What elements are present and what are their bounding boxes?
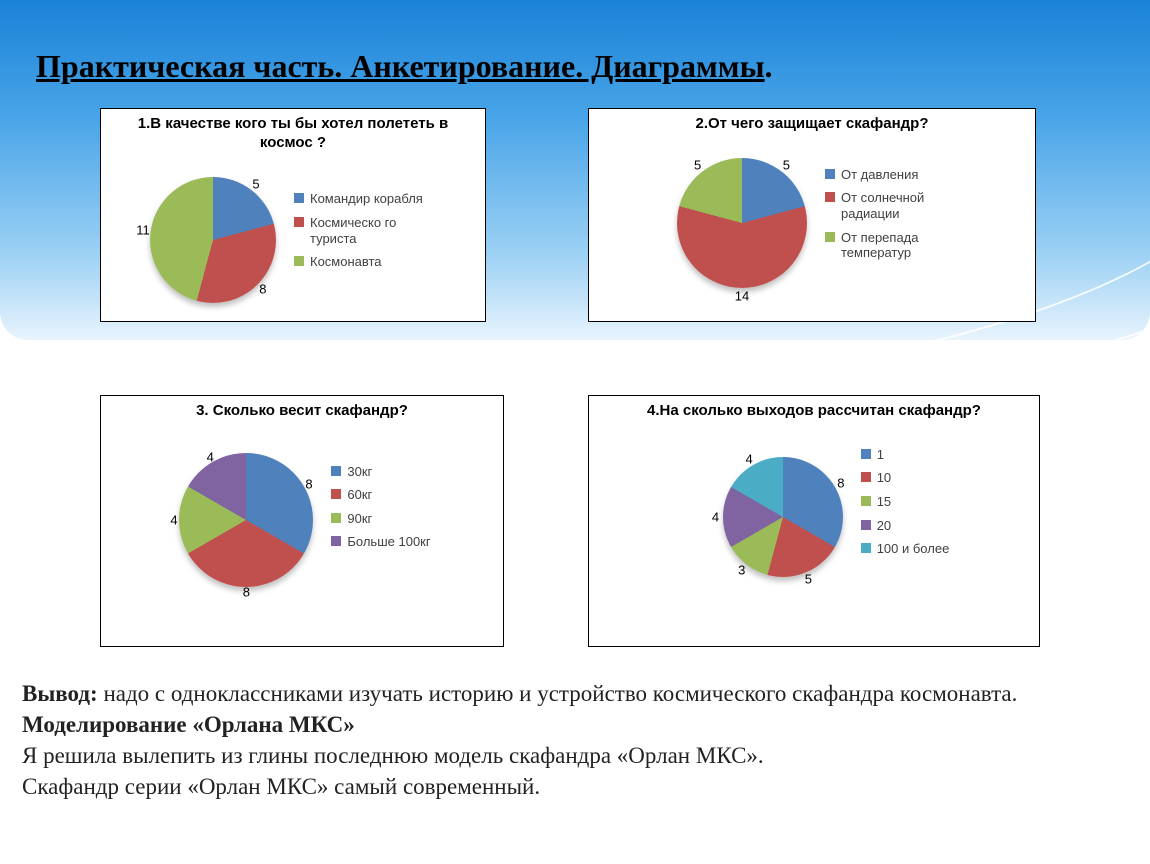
legend-swatch [825, 232, 835, 242]
legend-swatch [331, 466, 341, 476]
legend-item: 60кг [331, 487, 430, 503]
conclusion-text: надо с одноклассниками изучать историю и… [98, 681, 1018, 706]
chart-body: 5145 От давления От солнечной радиации От п… [589, 136, 1035, 298]
legend-label: От солнечной радиации [841, 190, 975, 221]
pie-value-label: 14 [735, 288, 749, 303]
pie-wrap: 5811 [150, 177, 276, 303]
chart-box: 3. Сколько весит скафандр? 8 8 4 4 30кг 60кг 90… [100, 395, 504, 647]
chart-body: 5 8 11 Командир корабля Космическо го турист… [101, 155, 485, 313]
legend: 30кг 60кг 90кг Больше 100кг [331, 464, 430, 550]
pie-wrap: 5145 [677, 158, 807, 288]
legend-item: 30кг [331, 464, 430, 480]
pie-value-label: 4 [745, 451, 752, 466]
legend-label: 30кг [347, 464, 372, 480]
conclusion-label: Вывод: [22, 681, 98, 706]
legend-item: 10 [861, 470, 950, 486]
chart-body: 853441101520100 и более [589, 423, 1039, 587]
legend-item: От солнечной радиации [825, 190, 975, 221]
legend-label: 100 и более [877, 541, 950, 557]
legend-label: 15 [877, 494, 891, 510]
legend-label: 1 [877, 447, 884, 463]
legend-swatch [294, 256, 304, 266]
pie-value-label: 5 [783, 157, 790, 172]
legend-label: Космонавта [310, 254, 382, 270]
pie-value-label: 8 [259, 282, 266, 297]
chart-title: 2.От чего защищает скафандр? [589, 109, 1035, 136]
legend-label: Космическо го туриста [310, 215, 444, 246]
legend-label: От перепада температур [841, 230, 975, 261]
legend-item: От давления [825, 167, 975, 183]
pie-value-label: 3 [738, 563, 745, 578]
legend-swatch [331, 513, 341, 523]
legend-item: Командир корабля [294, 191, 444, 207]
pie-value-label: 5 [694, 157, 701, 172]
pie-value-label: 5 [805, 571, 812, 586]
pie-chart [150, 177, 276, 303]
pie-value-label: 5 [252, 176, 259, 191]
conclusion-line3: Я решила вылепить из глины последнюю мод… [22, 740, 1128, 771]
chart-body: 8 8 4 4 30кг 60кг 90кг Больше 100кг [101, 423, 503, 597]
pie-value-label: 8 [243, 585, 250, 600]
modeling-heading: Моделирование «Орлана МКС» [22, 712, 355, 737]
legend-swatch [861, 543, 871, 553]
pie-value-label: 8 [837, 476, 844, 491]
pie-value-label: 4 [207, 450, 214, 465]
legend-swatch [825, 169, 835, 179]
chart-title: 4.На сколько выходов рассчитан скафандр? [589, 396, 1039, 423]
legend-item: 90кг [331, 511, 430, 527]
legend-swatch [861, 520, 871, 530]
slide: Практическая часть. Анкетирование. Диагр… [0, 0, 1150, 864]
title-underlined: Практическая часть. Анкетирование. Диагр… [36, 48, 765, 84]
pie-chart [723, 457, 843, 577]
pie-wrap: 8844 [179, 453, 313, 587]
legend-label: Больше 100кг [347, 534, 430, 550]
conclusion-block: Вывод: надо с одноклассниками изучать ис… [22, 678, 1128, 802]
page-title: Практическая часть. Анкетирование. Диагр… [36, 48, 773, 85]
chart-title: 1.В качестве кого ты бы хотел полететь в… [101, 109, 485, 155]
legend-label: 90кг [347, 511, 372, 527]
legend-label: 10 [877, 470, 891, 486]
chart-box: 1.В качестве кого ты бы хотел полететь в… [100, 108, 486, 322]
legend-swatch [825, 192, 835, 202]
legend-swatch [861, 496, 871, 506]
legend-item: 15 [861, 494, 950, 510]
pie-chart [677, 158, 807, 288]
legend-swatch [294, 193, 304, 203]
legend-label: От давления [841, 167, 918, 183]
legend: Командир корабля Космическо го туриста Кос… [294, 191, 444, 269]
legend-item: 1 [861, 447, 950, 463]
title-tail: . [765, 48, 773, 84]
chart-box: 2.От чего защищает скафандр?5145От давле… [588, 108, 1036, 322]
legend-swatch [861, 472, 871, 482]
chart-title: 3. Сколько весит скафандр? [101, 396, 503, 423]
pie-value-label: 4 [170, 512, 177, 527]
chart-box: 4.На сколько выходов рассчитан скафандр?… [588, 395, 1040, 647]
legend-item: От перепада температур [825, 230, 975, 261]
pie-value-label: 4 [712, 509, 719, 524]
pie-value-label: 8 [305, 476, 312, 491]
legend-swatch [861, 449, 871, 459]
legend-item: 100 и более [861, 541, 950, 557]
legend: От давления От солнечной радиации От переп… [825, 167, 975, 261]
legend-swatch [331, 536, 341, 546]
pie-chart [179, 453, 313, 587]
legend-label: 20 [877, 518, 891, 534]
conclusion-line4: Скафандр серии «Орлан МКС» самый совреме… [22, 771, 1128, 802]
legend-swatch [294, 217, 304, 227]
legend-item: Космическо го туриста [294, 215, 444, 246]
pie-wrap: 85344 [723, 457, 843, 577]
legend-item: 20 [861, 518, 950, 534]
legend-label: Командир корабля [310, 191, 423, 207]
legend: 1 10 15 20 100 и более [861, 447, 950, 557]
pie-value-label: 11 [136, 223, 150, 238]
legend-swatch [331, 489, 341, 499]
legend-item: Больше 100кг [331, 534, 430, 550]
legend-label: 60кг [347, 487, 372, 503]
legend-item: Космонавта [294, 254, 444, 270]
